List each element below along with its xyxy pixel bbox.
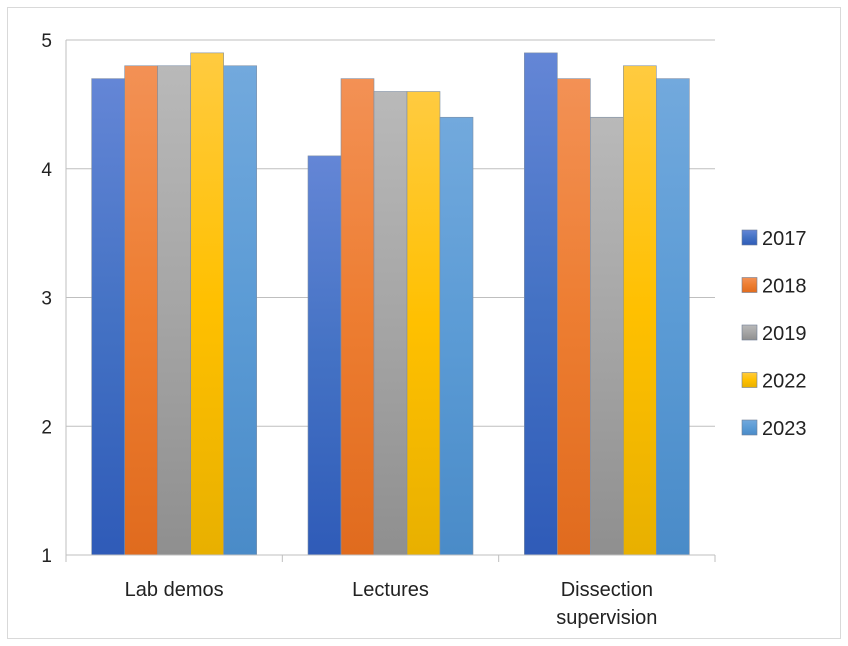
x-category-label: Lab demos [125,579,224,601]
x-category-label: supervision [556,607,657,629]
axes: 1 2 3 4 5 Lab demos Lectures Dissection supervis… [41,31,716,629]
bar-2019-lectures [373,91,408,556]
bar-2023-dissection-supervision [656,78,690,556]
y-tick-label: 3 [41,289,52,310]
bar-2022-lectures [406,91,441,556]
bar-2019-lab-demos [157,65,191,556]
y-tick-label: 2 [41,417,52,438]
bar-2017-dissection-supervision [524,52,558,556]
y-tick-label: 4 [41,160,52,181]
y-tick-label: 1 [41,546,52,567]
bar-2023-lectures [439,116,474,556]
legend-swatch-2023 [741,419,758,436]
y-tick-label: 5 [41,31,52,52]
bar-2022-lab-demos [190,52,224,556]
legend: 2017 2018 2019 2022 2023 [741,228,807,440]
legend-swatch-2018 [741,277,758,293]
bars [91,52,690,556]
bar-2017-lab-demos [91,78,125,556]
legend-label-2022: 2022 [762,371,807,393]
bar-2019-dissection-supervision [590,116,624,556]
legend-label-2023: 2023 [762,418,807,440]
legend-label-2017: 2017 [762,228,807,250]
legend-label-2018: 2018 [762,276,807,298]
legend-label-2019: 2019 [762,323,807,345]
bar-2022-dissection-supervision [623,65,657,556]
x-category-label: Lectures [352,579,429,601]
legend-swatch-2017 [741,229,758,246]
bar-2018-lectures [340,78,375,556]
legend-swatch-2019 [741,324,758,341]
chart-frame [7,7,841,639]
x-category-label: Dissection [561,579,653,601]
bar-2023-lab-demos [223,65,257,556]
legend-swatch-2022 [741,372,758,388]
bar-2017-lectures [307,155,342,556]
bar-2018-lab-demos [124,65,158,556]
bar-2018-dissection-supervision [557,78,591,556]
